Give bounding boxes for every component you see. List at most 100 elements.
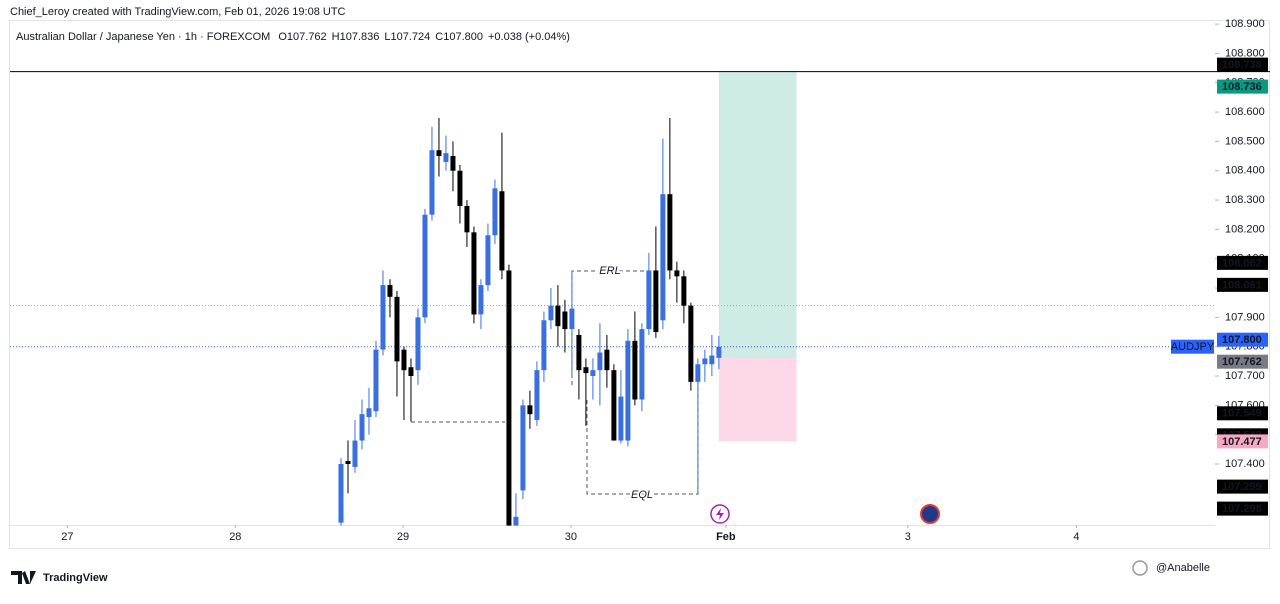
candle-body (604, 349, 610, 371)
candle-body (443, 153, 449, 162)
ohlc-letter: C (435, 31, 443, 43)
candle-body (709, 355, 715, 365)
logo: TradingView (11, 571, 108, 584)
candle-body (625, 340, 631, 441)
candle-body (366, 408, 372, 418)
stop-zone (718, 357, 797, 442)
price-tag-label: 108.062 (1222, 257, 1262, 269)
price-tag-label: 107.762 (1222, 356, 1262, 368)
x-tick-label: 29 (397, 531, 409, 543)
candle-body (408, 367, 414, 377)
flag-icon[interactable] (920, 504, 940, 524)
candle-body (597, 352, 603, 371)
ohlc-value: 107.800 (443, 31, 483, 43)
candle-body (520, 405, 526, 491)
candle-body (695, 364, 701, 382)
candle-body (688, 305, 694, 382)
symbol-tag-label: AUDJPY (1171, 341, 1215, 353)
y-tick-label: 108.500 (1225, 135, 1265, 147)
y-tick-label: 107.900 (1225, 311, 1265, 323)
candle-body (352, 440, 358, 467)
candle-body (478, 285, 484, 315)
candle-body (422, 214, 428, 318)
plot: 107.400107.500107.600107.700107.800107.9… (10, 18, 1270, 543)
price-tag-label: 108.736 (1222, 81, 1262, 93)
x-tick-label: 4 (1073, 531, 1079, 543)
ohlc-value: 107.762 (287, 31, 327, 43)
candle-body (702, 358, 708, 365)
price-tag (1217, 255, 1268, 270)
candle-body (653, 270, 659, 333)
ohlc-letter: H (332, 31, 340, 43)
candle-body (387, 285, 393, 297)
candle-body (380, 285, 386, 350)
candle-body (548, 305, 554, 321)
candle-body (681, 276, 687, 306)
candle-body (611, 370, 617, 441)
y-tick-label: 107.700 (1225, 370, 1265, 382)
candle-body (541, 320, 547, 371)
price-tag (1217, 406, 1268, 421)
candle-body (716, 346, 722, 358)
candle-body (471, 232, 477, 315)
y-tick-label: 108.200 (1225, 223, 1265, 235)
candle-body (436, 150, 442, 157)
x-tick-label: 3 (905, 531, 911, 543)
price-tag-label: 107.549 (1222, 408, 1262, 420)
price-tag-label: 108.738 (1222, 59, 1262, 71)
ohlc-value: 107.836 (340, 31, 380, 43)
price-tag-label: 108.061 (1222, 279, 1262, 291)
candle-body (576, 334, 582, 371)
candle-body (618, 396, 624, 441)
target-zone (718, 72, 797, 358)
x-tick-label: 27 (61, 531, 73, 543)
ohlc-legend: O 107.762 H 107.836 L 107.724 C 107.800 +0.038 (… (278, 31, 570, 43)
candle-body (569, 308, 575, 330)
symbol-tag (1171, 339, 1214, 354)
candle-body (513, 516, 519, 526)
candle-body (639, 329, 645, 400)
pane-border (9, 20, 1270, 549)
candle-body (527, 405, 533, 415)
y-tick-label: 108.800 (1225, 47, 1265, 59)
ohlc-letter: O (278, 31, 287, 43)
candle-body (555, 305, 561, 327)
candle-body (499, 191, 505, 271)
candle-body (415, 317, 421, 371)
price-tag (1217, 479, 1268, 494)
instrument: Australian Dollar / Japanese Yen · 1h · … (16, 31, 270, 43)
y-tick-label: 107.400 (1225, 458, 1265, 470)
candle-body (632, 340, 638, 400)
price-tag-label: 107.477 (1222, 436, 1262, 448)
candle-body (464, 205, 470, 233)
y-tick-label: 108.900 (1225, 18, 1265, 30)
ohlc-change: +0.038 (+0.04%) (488, 31, 570, 43)
candle-body (345, 461, 351, 465)
candle-body (667, 194, 673, 271)
candle-body (492, 188, 498, 236)
event-icon-glyph (716, 508, 724, 520)
price-tag (1217, 79, 1268, 94)
candle-body (660, 194, 666, 321)
price-tag (1217, 57, 1268, 72)
candle-body (674, 270, 680, 277)
credit: Chief_Leroy created with TradingView.com… (10, 6, 346, 18)
candle-body (359, 414, 365, 441)
candle-body (450, 156, 456, 171)
watermark: @Anabelle (1156, 562, 1210, 574)
candle-body (373, 349, 379, 412)
candle-body (338, 464, 344, 523)
candle-body (506, 270, 512, 526)
x-tick-label: Feb (716, 531, 736, 543)
candle-body (485, 235, 491, 286)
price-tag (1217, 332, 1268, 347)
ohlc-letter: L (384, 31, 390, 43)
annotation: ERL (599, 265, 620, 277)
candle-body (590, 370, 596, 377)
candle-body (583, 367, 589, 374)
candle-body (646, 270, 652, 330)
candle-body (401, 349, 407, 371)
price-tag-label: 107.298 (1222, 503, 1262, 515)
price-tag (1217, 354, 1268, 369)
